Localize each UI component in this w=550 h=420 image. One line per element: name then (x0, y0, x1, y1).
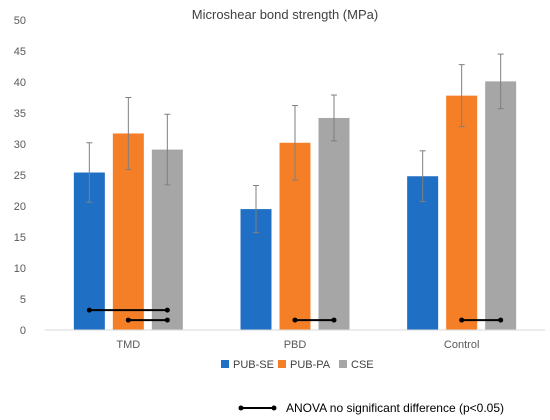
legend-label: PUB-PA (290, 359, 331, 371)
y-tick-label: 15 (14, 232, 26, 244)
legend-swatch-pub-se (221, 360, 229, 368)
y-tick-label: 50 (14, 15, 26, 27)
anova-dot (86, 307, 92, 313)
x-tick-label: PBD (284, 339, 307, 351)
legend: PUB-SE PUB-PA CSE (221, 359, 374, 371)
bar-cse (485, 81, 517, 330)
anova-note: ANOVA no significant difference (p<0.05) (238, 401, 504, 415)
chart-title: Microshear bond strength (MPa) (192, 7, 378, 22)
legend-swatch-pub-pa (278, 360, 286, 368)
legend-label: PUB-SE (233, 359, 274, 371)
error-bars (86, 53, 504, 234)
y-tick-label: 25 (14, 170, 26, 182)
anova-dot (459, 317, 465, 323)
y-tick-label: 45 (14, 46, 26, 58)
anova-note-label: ANOVA no significant difference (p<0.05) (286, 401, 504, 415)
anova-dot (292, 317, 298, 323)
y-tick-label: 30 (14, 139, 26, 151)
anova-lines (86, 307, 504, 323)
bars (73, 81, 517, 331)
y-tick-label: 20 (14, 201, 26, 213)
y-tick-label: 35 (14, 108, 26, 120)
y-tick-label: 5 (20, 294, 26, 306)
anova-note-dot-left (238, 405, 244, 411)
legend-swatch-cse (339, 360, 347, 368)
anova-dot (125, 317, 131, 323)
anova-dot (164, 317, 170, 323)
x-tick-label: TMD (116, 339, 140, 351)
y-axis: 0 5 10 15 20 25 30 35 40 45 50 (14, 15, 26, 337)
anova-dot (498, 317, 504, 323)
anova-note-dot-right (271, 405, 277, 411)
anova-dot (331, 317, 337, 323)
x-axis: TMD PBD Control (116, 339, 479, 351)
y-tick-label: 0 (20, 325, 26, 337)
bar-cse (318, 117, 350, 331)
x-tick-label: Control (444, 339, 479, 351)
bar-pub-pa (446, 95, 478, 330)
anova-dot (164, 307, 170, 313)
y-tick-label: 40 (14, 77, 26, 89)
legend-label: CSE (351, 359, 374, 371)
y-tick-label: 10 (14, 263, 26, 275)
